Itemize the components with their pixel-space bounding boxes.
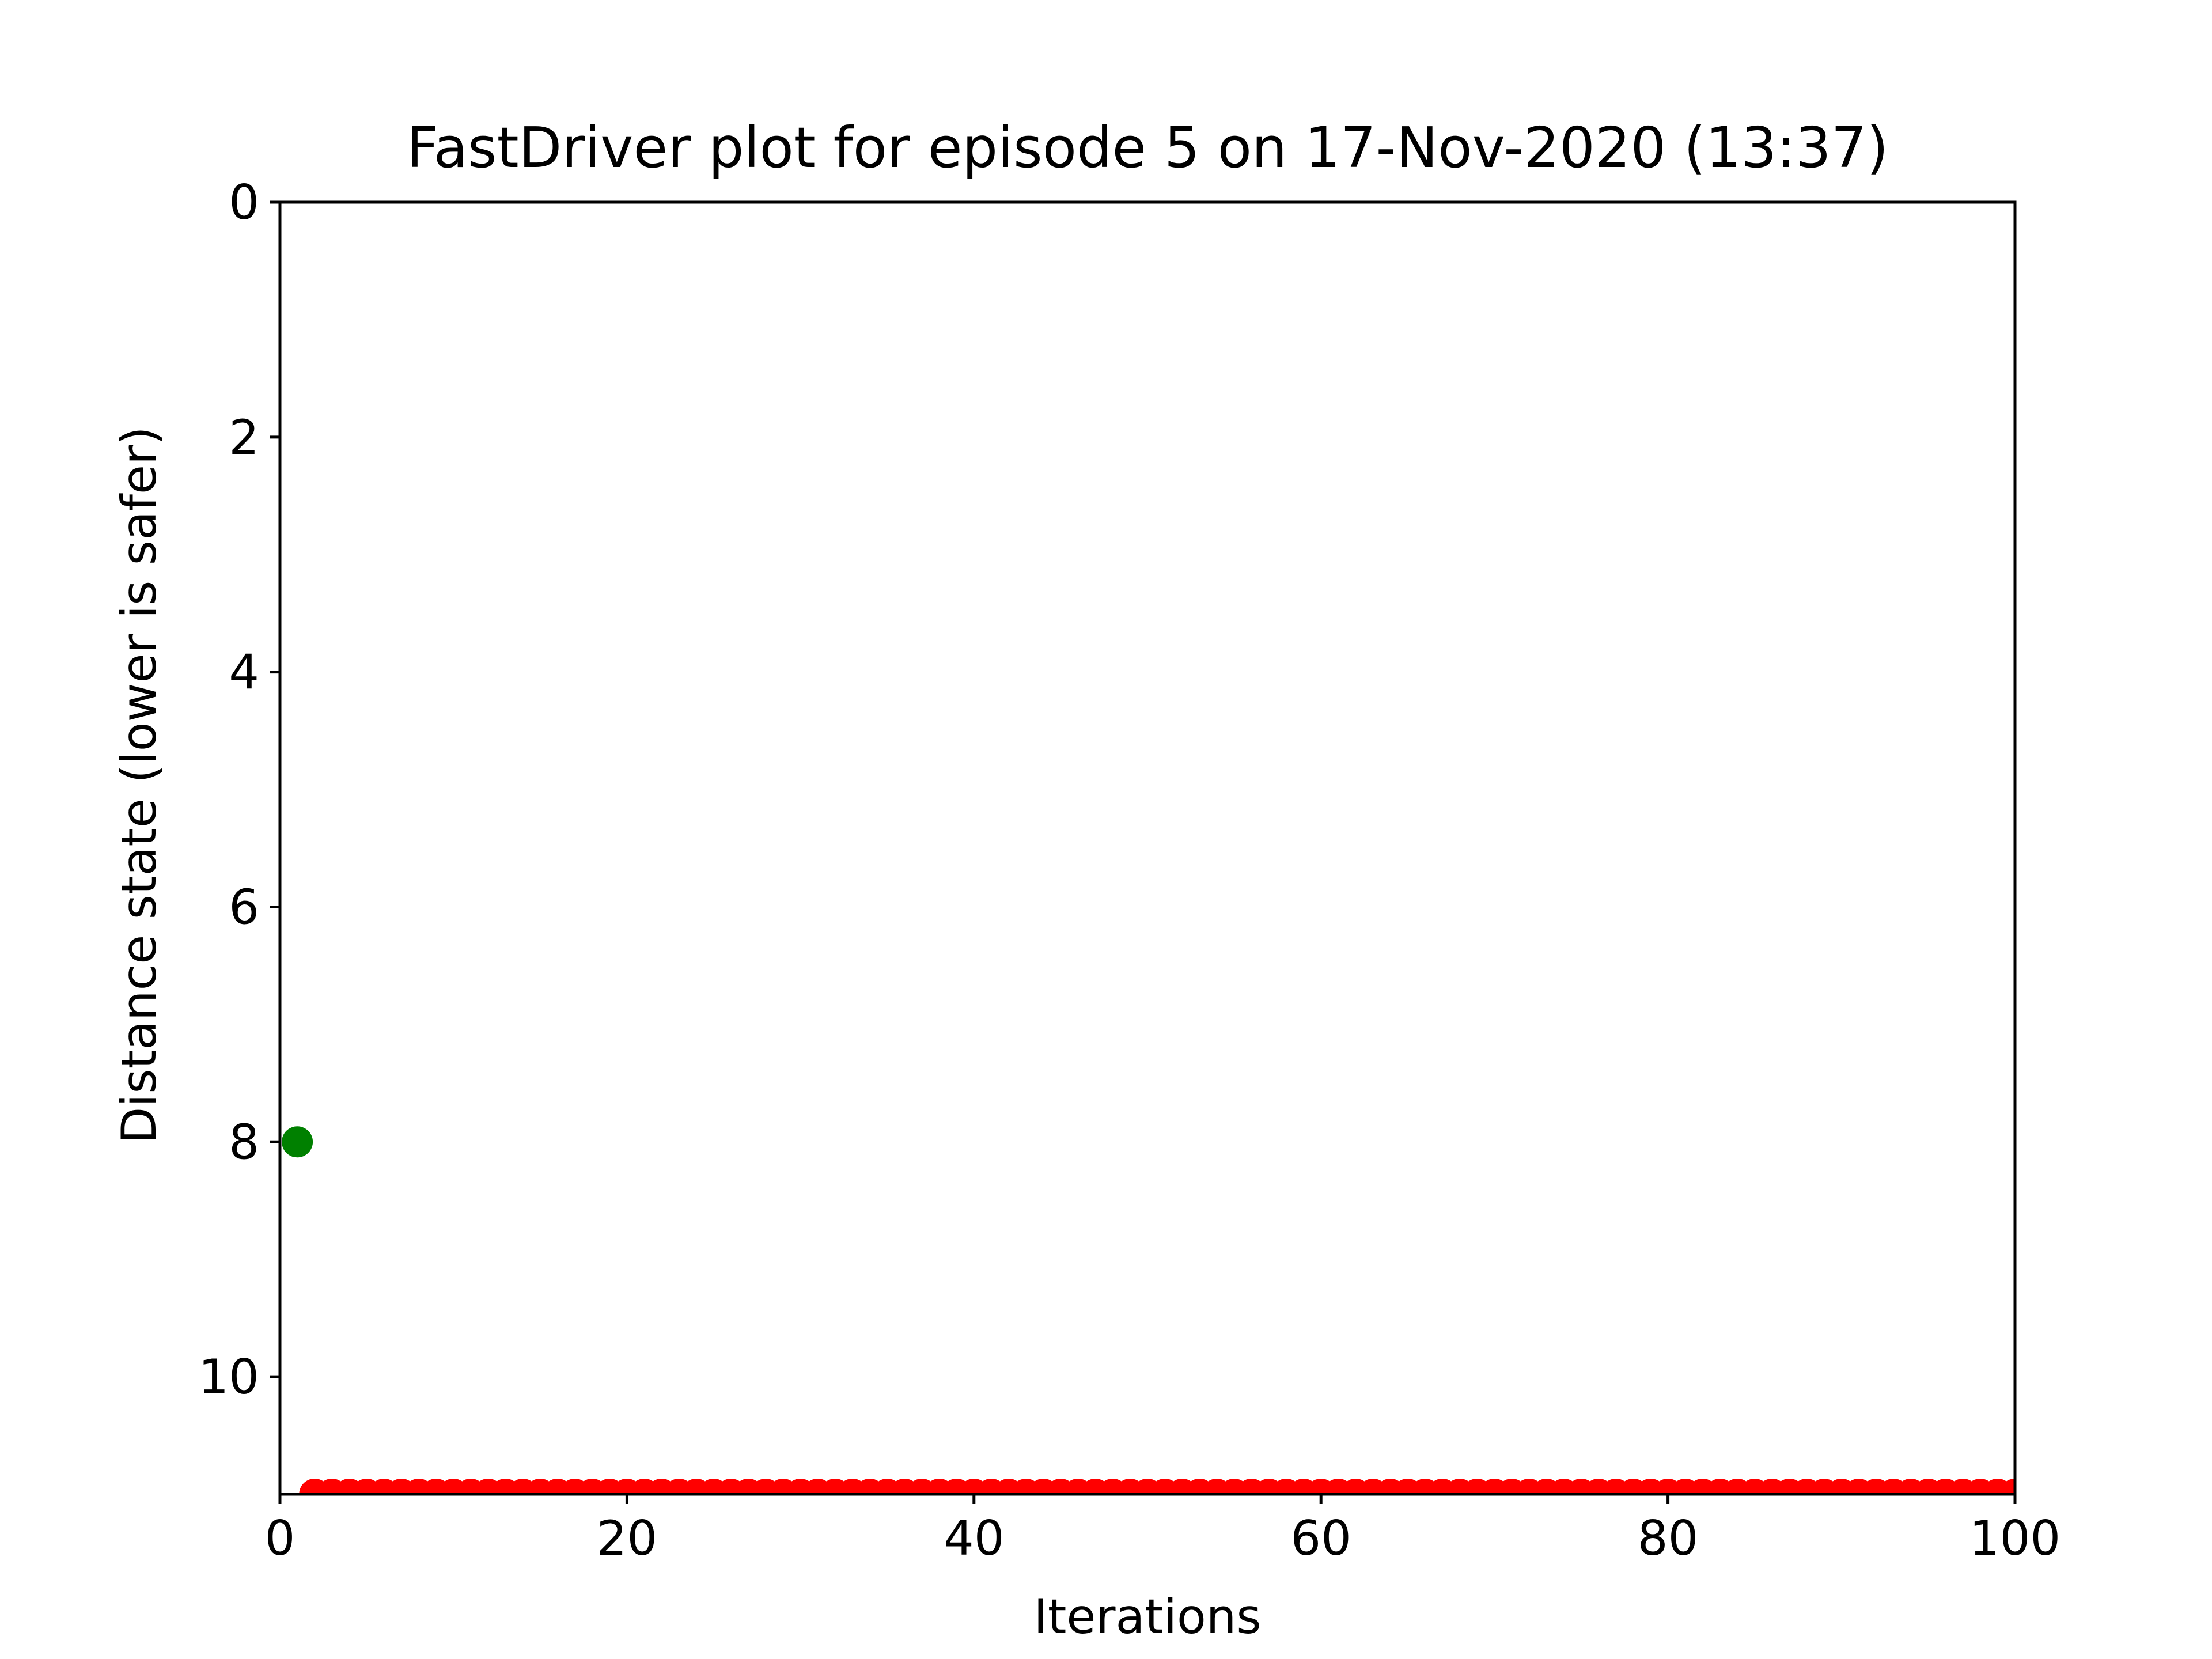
- y-tick-label: 10: [198, 1349, 259, 1405]
- y-tick-label: 6: [229, 879, 259, 935]
- axes: 0 20 40 60 80 100 0 2 4 6 8 10: [198, 175, 2061, 1566]
- y-tick-label: 2: [229, 410, 259, 465]
- x-tick-label: 0: [265, 1510, 296, 1566]
- y-axis-label: Distance state (lower is safer): [111, 426, 167, 1143]
- x-tick-label: 100: [1969, 1510, 2061, 1566]
- chart-title: FastDriver plot for episode 5 on 17-Nov-…: [407, 115, 1889, 180]
- y-tick-label: 4: [229, 645, 259, 700]
- x-tick-label: 60: [1290, 1510, 1351, 1566]
- x-tick-label: 40: [944, 1510, 1005, 1566]
- x-tick-label: 80: [1638, 1510, 1699, 1566]
- data-point-series-1-1: [282, 1126, 313, 1158]
- y-tick-label: 0: [229, 175, 259, 230]
- data-point-series-2-99: [1999, 1479, 2015, 1494]
- plot-marks: [282, 1126, 2015, 1494]
- x-tick-label: 20: [597, 1510, 658, 1566]
- x-axis-label: Iterations: [1033, 1589, 1261, 1645]
- y-tick-label: 8: [229, 1114, 259, 1170]
- plot-frame: [278, 200, 2017, 1496]
